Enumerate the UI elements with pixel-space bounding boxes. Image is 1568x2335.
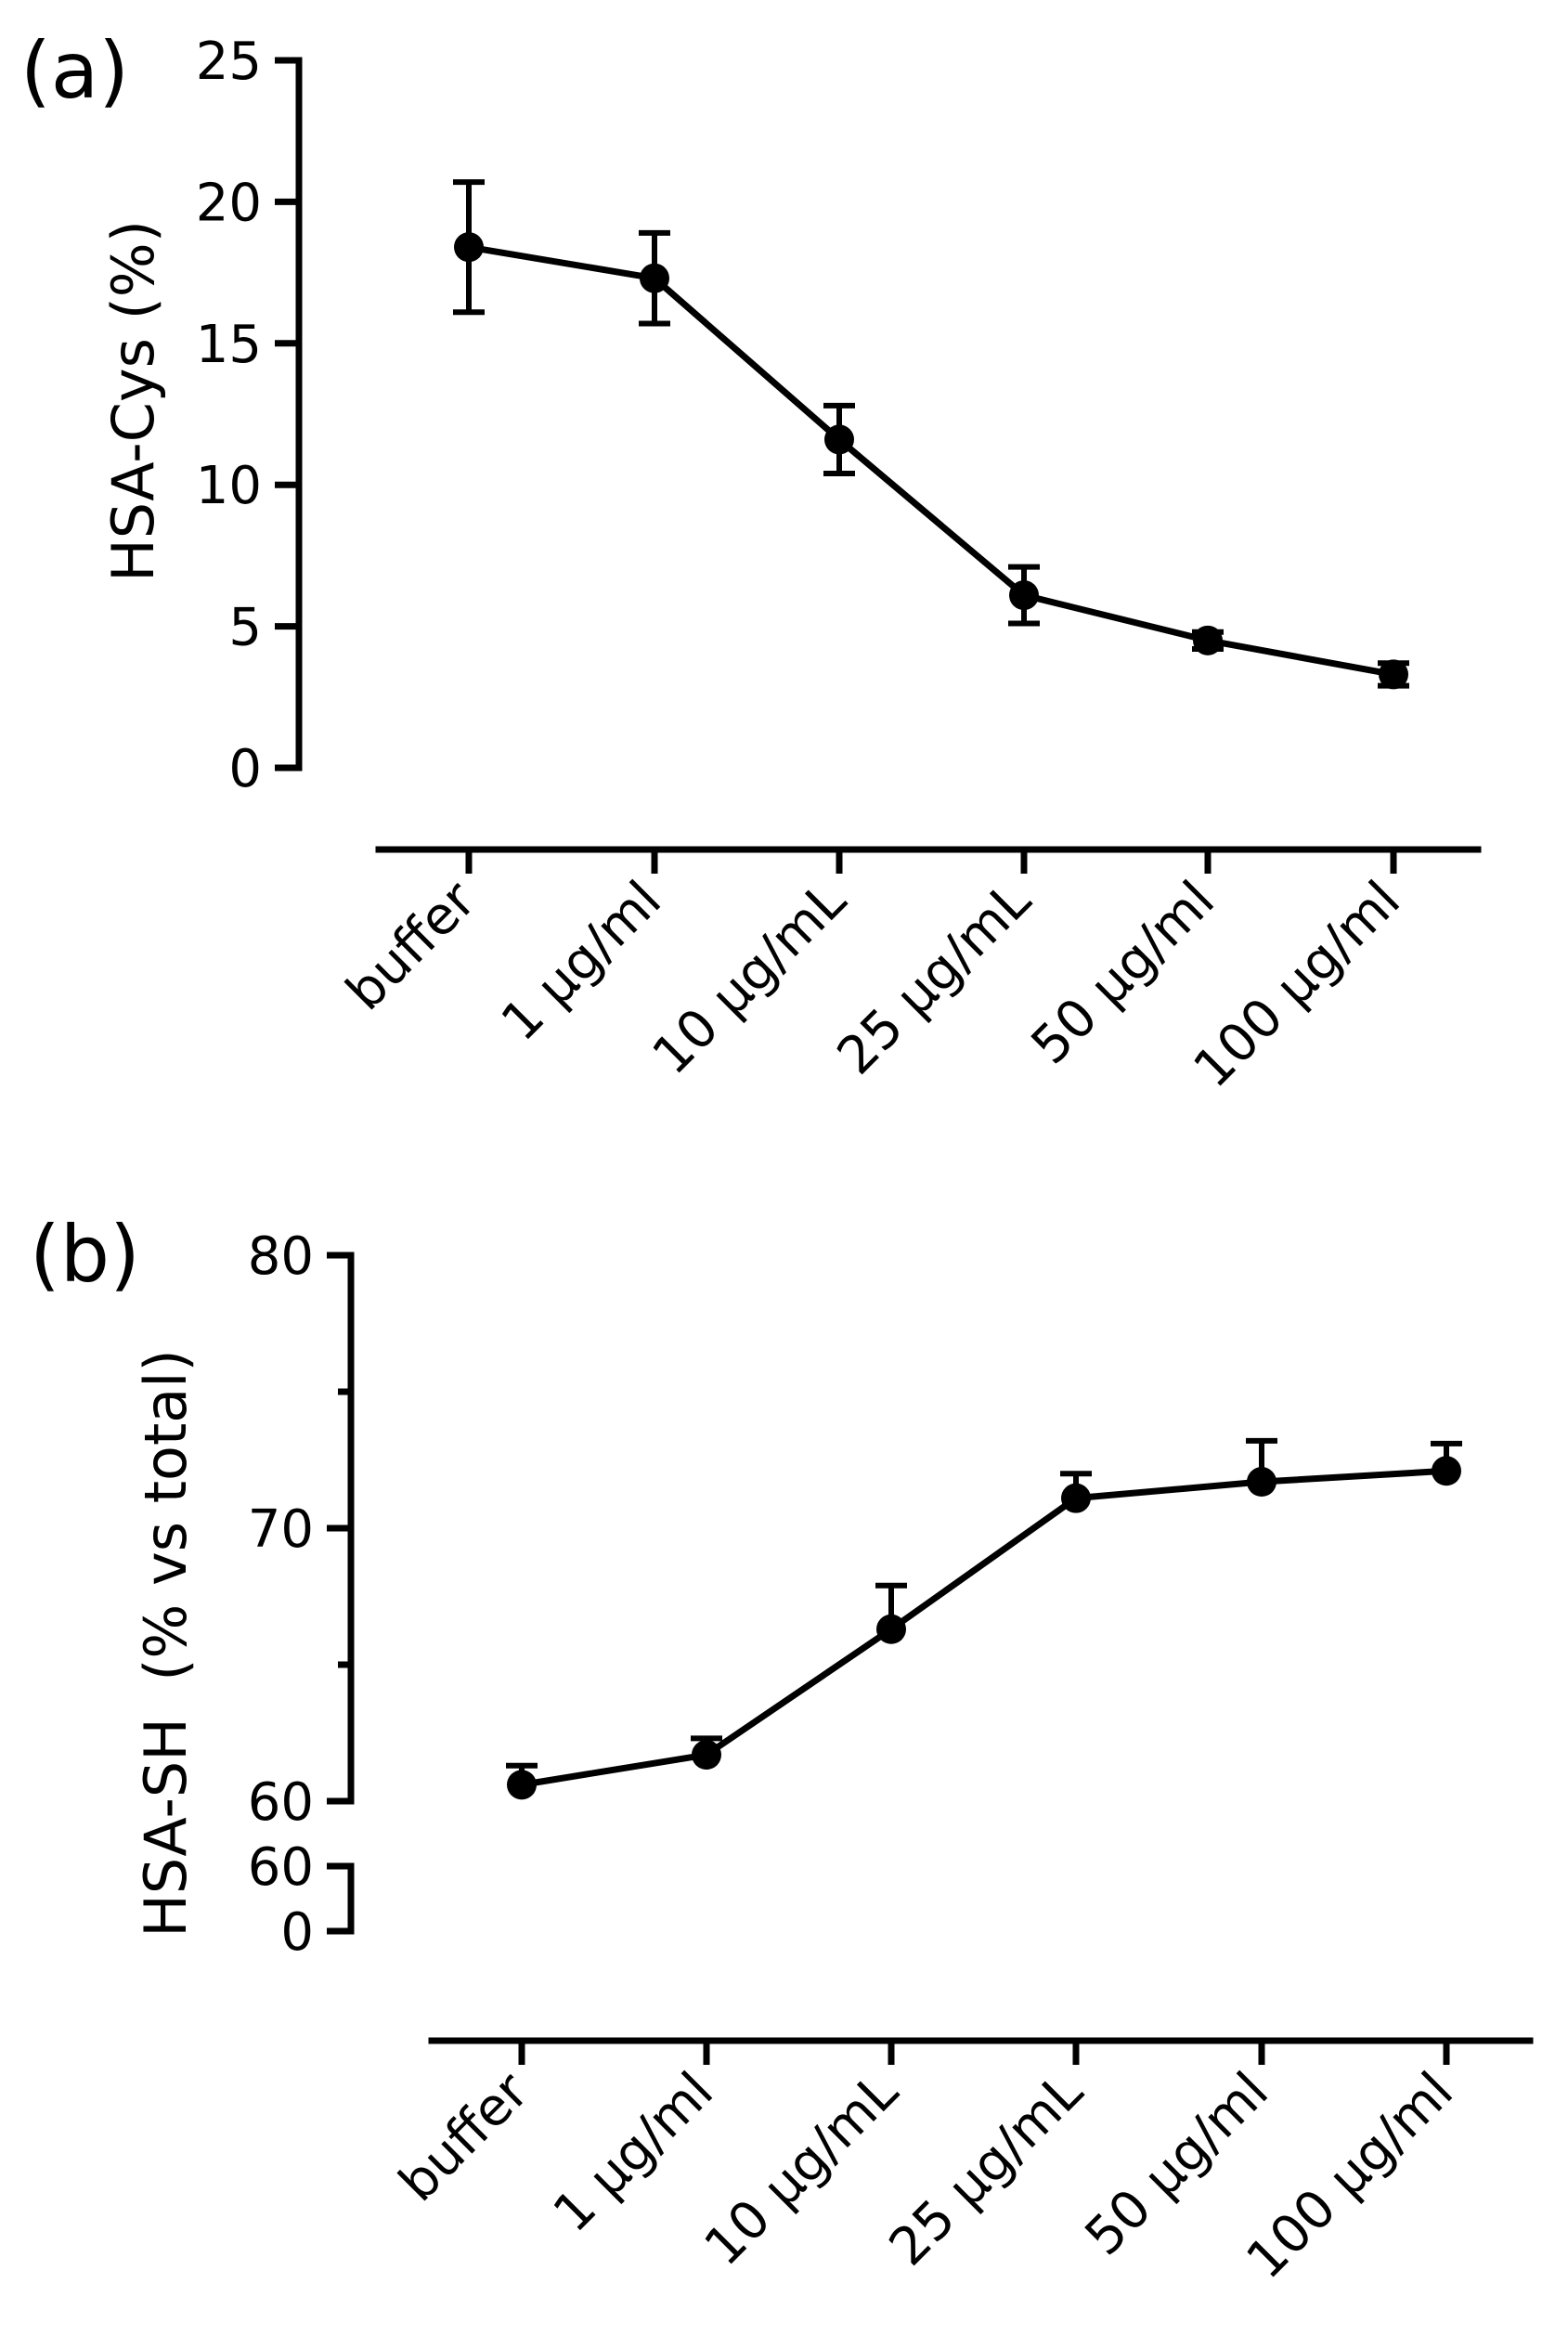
y-tick-label: 70 <box>248 1499 314 1560</box>
data-point <box>824 424 854 455</box>
x-tick-label: buffer <box>388 2060 541 2213</box>
x-tick-label: 1 μg/ml <box>490 870 673 1053</box>
x-tick-label: 10 μg/mL <box>641 870 858 1086</box>
data-point <box>1193 625 1223 655</box>
panel-a-error-bars <box>453 179 1409 689</box>
y-tick-label: 25 <box>196 32 262 92</box>
data-point <box>1247 1467 1276 1498</box>
panel-a-series-line <box>468 243 1394 678</box>
panel-a-points <box>454 232 1408 690</box>
x-tick-label: 25 μg/mL <box>826 870 1043 1086</box>
panel-a-y-ticks: 0 5 10 15 20 25 <box>196 32 299 799</box>
data-point <box>1432 1456 1461 1486</box>
x-tick-label: 25 μg/mL <box>878 2061 1095 2277</box>
data-point <box>1379 659 1408 690</box>
panel-b-y-ticks: 60 70 80 <box>248 1226 351 1833</box>
panel-b-error-bars <box>506 1437 1462 1785</box>
data-point <box>507 1770 537 1800</box>
panel-b-y-axis-title: HSA-SH (% vs total) <box>132 1349 200 1937</box>
y-tick-label: 60 <box>248 1772 314 1833</box>
panel-a: (a) HSA-Cys (%) 0 5 10 15 20 25 buffer 1 μg/ml… <box>20 25 1482 1099</box>
y-tick-label: 20 <box>196 173 262 233</box>
panel-b-break-ticks: 600 <box>248 1837 351 1963</box>
x-tick-label: 10 μg/mL <box>693 2061 910 2277</box>
data-point <box>876 1614 906 1644</box>
y-tick-label: 5 <box>228 598 262 658</box>
data-point <box>640 263 669 293</box>
y-tick-label: 15 <box>196 315 262 375</box>
data-point <box>692 1740 721 1771</box>
y-break-tick-label: 0 <box>280 1902 314 1963</box>
y-tick-label: 10 <box>196 456 262 516</box>
y-break-tick-label: 60 <box>248 1837 314 1898</box>
panel-b-points <box>507 1456 1461 1800</box>
panel-a-y-axis-title: HSA-Cys (%) <box>99 220 167 582</box>
x-tick-label: 1 μg/ml <box>542 2061 725 2244</box>
data-point <box>1061 1483 1091 1513</box>
y-tick-label: 0 <box>228 739 262 799</box>
y-tick-label: 80 <box>248 1226 314 1287</box>
panel-b-label: (b) <box>30 1209 140 1300</box>
data-point <box>454 232 484 263</box>
x-tick-label: buffer <box>335 869 488 1022</box>
panel-b-series-line <box>521 1467 1447 1788</box>
panel-a-label: (a) <box>20 25 129 116</box>
data-point <box>1009 580 1039 611</box>
